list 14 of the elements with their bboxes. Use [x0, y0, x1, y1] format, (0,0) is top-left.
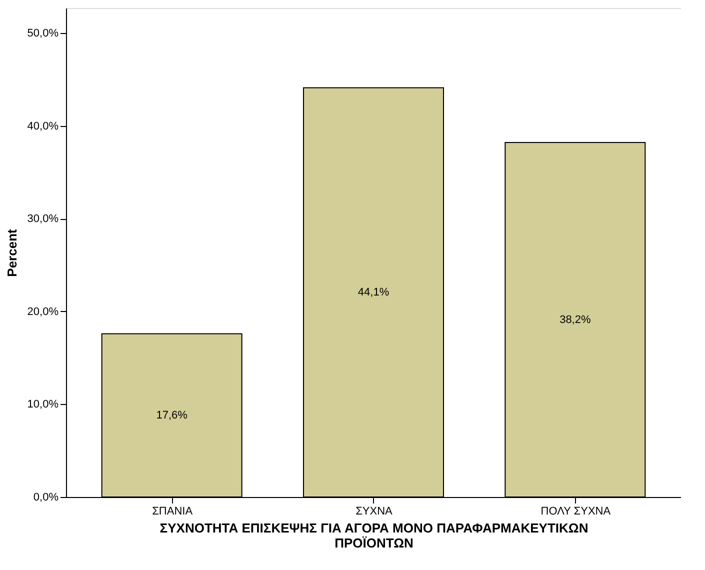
y-tick-label: 50,0% [27, 28, 59, 40]
data-label: 38,2% [560, 314, 591, 326]
y-tick-label: 40,0% [27, 120, 59, 132]
y-tick-label: 30,0% [27, 213, 59, 226]
y-tick-label: 20,0% [27, 306, 59, 318]
data-label: 44,1% [358, 286, 390, 298]
y-tick-label: 0,0% [33, 492, 59, 504]
x-tick-label: ΣΠΑΝΙΑ [152, 506, 194, 518]
y-tick-label: 10,0% [27, 398, 59, 411]
x-tick-label: ΣΥΧΝΑ [356, 506, 394, 518]
x-axis-title: ΣΥΧΝΟΤΗΤΑ ΕΠΙΣΚΕΨΗΣ ΓΙΑ ΑΓΟΡΑ ΜΟΝΟ ΠΑΡΑΦΑΡΜΑΚΕΥΤΙΚΩΝ ΠΡΟΪΟΝΤΩΝ [160, 520, 588, 550]
x-tick-label: ΠΟΛΥ ΣΥΧΝΑ [540, 506, 612, 518]
data-label: 17,6% [156, 409, 188, 422]
y-axis-title: Percent [4, 228, 20, 277]
